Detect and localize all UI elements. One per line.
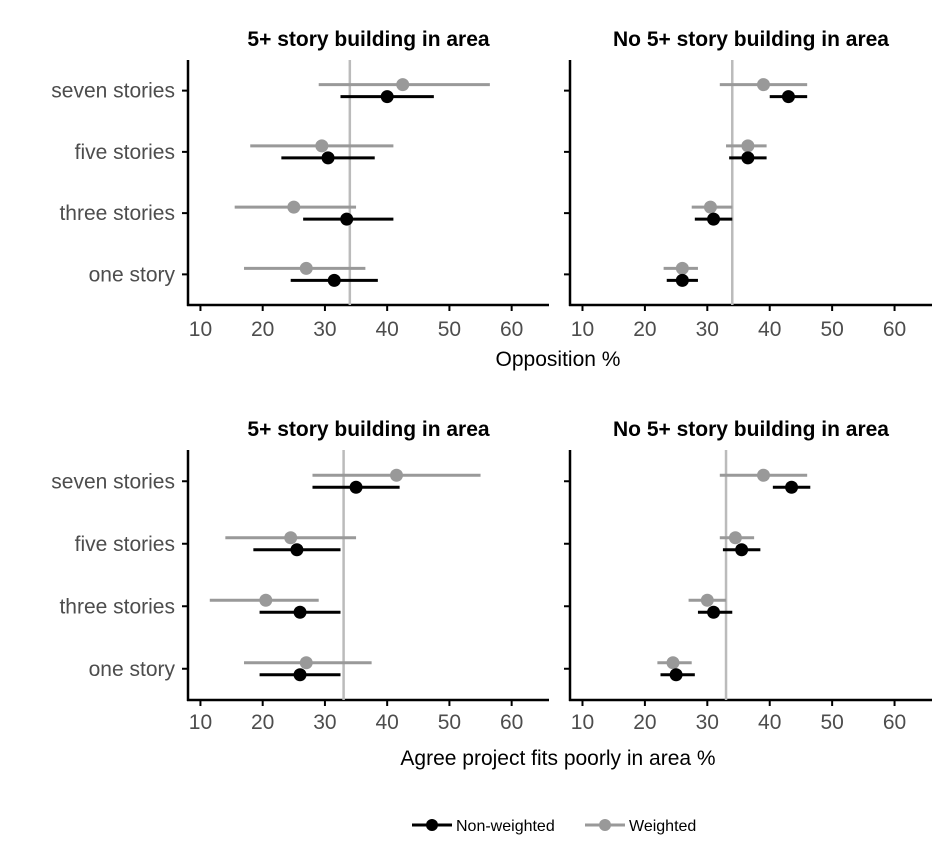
x-tick-label: 20 bbox=[251, 711, 274, 734]
x-tick-label: 20 bbox=[633, 318, 656, 341]
category-label: three stories bbox=[59, 595, 175, 618]
non-weighted-point bbox=[327, 273, 341, 287]
non-weighted-point bbox=[321, 151, 335, 165]
panel-2-1: 5+ story building in area 10 20 30 40 50 60 sev… bbox=[51, 418, 549, 734]
category-label: one story bbox=[89, 658, 176, 681]
weighted-point bbox=[675, 261, 689, 275]
weighted-point bbox=[703, 200, 717, 214]
non-weighted-point bbox=[340, 212, 354, 226]
panel-title: No 5+ story building in area bbox=[613, 28, 889, 51]
x-tick-label: 60 bbox=[883, 711, 906, 734]
x-tick-label: 30 bbox=[313, 711, 336, 734]
non-weighted-point bbox=[349, 480, 363, 494]
panel-title: 5+ story building in area bbox=[247, 28, 489, 51]
category-label: five stories bbox=[75, 141, 175, 164]
non-weighted-point bbox=[675, 273, 689, 287]
weighted-point bbox=[287, 200, 301, 214]
x-tick-label: 20 bbox=[251, 318, 274, 341]
legend-swatch-point bbox=[599, 819, 611, 831]
legend-label: Weighted bbox=[629, 818, 696, 835]
x-tick-label: 40 bbox=[375, 711, 398, 734]
category-label: seven stories bbox=[51, 470, 175, 493]
weighted-point bbox=[756, 78, 770, 92]
x-tick-label: 60 bbox=[500, 318, 523, 341]
category-label: three stories bbox=[59, 202, 175, 225]
legend-item-non-weighted: Non-weighted bbox=[412, 818, 555, 835]
non-weighted-point bbox=[735, 543, 749, 557]
weighted-point bbox=[728, 531, 742, 545]
panel-title: No 5+ story building in area bbox=[613, 418, 889, 441]
weighted-point bbox=[396, 78, 410, 92]
category-label: one story bbox=[89, 263, 176, 286]
x-tick-label: 40 bbox=[758, 318, 781, 341]
weighted-point bbox=[666, 656, 680, 670]
weighted-point bbox=[741, 139, 755, 153]
non-weighted-point bbox=[380, 90, 394, 104]
weighted-point bbox=[390, 468, 404, 482]
x-tick-label: 10 bbox=[571, 711, 594, 734]
x-tick-label: 50 bbox=[820, 318, 843, 341]
x-tick-label: 40 bbox=[375, 318, 398, 341]
x-tick-label: 10 bbox=[571, 318, 594, 341]
non-weighted-point bbox=[293, 605, 307, 619]
weighted-point bbox=[284, 531, 298, 545]
panel-2-2: No 5+ story building in area 10 20 30 40 50 60 bbox=[564, 418, 932, 734]
weighted-point bbox=[756, 468, 770, 482]
category-label: seven stories bbox=[51, 80, 175, 103]
non-weighted-point bbox=[290, 543, 304, 557]
non-weighted-point bbox=[781, 90, 795, 104]
weighted-point bbox=[299, 261, 313, 275]
weighted-point bbox=[315, 139, 329, 153]
x-axis-title: Opposition % bbox=[496, 348, 621, 371]
non-weighted-point bbox=[785, 480, 799, 494]
category-label: five stories bbox=[75, 533, 175, 556]
x-tick-label: 10 bbox=[189, 711, 212, 734]
panel-title: 5+ story building in area bbox=[247, 418, 489, 441]
weighted-point bbox=[259, 593, 273, 607]
chart-row-1: 5+ story building in area 10 20 30 40 50 60 sev… bbox=[51, 28, 932, 371]
legend-swatch-point bbox=[426, 819, 438, 831]
x-tick-label: 30 bbox=[696, 711, 719, 734]
x-tick-label: 50 bbox=[438, 318, 461, 341]
legend-item-weighted: Weighted bbox=[585, 818, 696, 835]
x-tick-label: 60 bbox=[883, 318, 906, 341]
x-tick-label: 50 bbox=[820, 711, 843, 734]
panels-layer: 5+ story building in area 10 20 30 40 50 60 sev… bbox=[51, 28, 932, 770]
x-tick-label: 20 bbox=[633, 711, 656, 734]
x-tick-label: 60 bbox=[500, 711, 523, 734]
x-tick-label: 30 bbox=[696, 318, 719, 341]
non-weighted-point bbox=[707, 605, 721, 619]
x-axis-title: Agree project fits poorly in area % bbox=[400, 747, 715, 770]
non-weighted-point bbox=[741, 151, 755, 165]
non-weighted-point bbox=[669, 668, 683, 682]
non-weighted-point bbox=[707, 212, 721, 226]
panel-1-1: 5+ story building in area 10 20 30 40 50 60 sev… bbox=[51, 28, 549, 341]
x-tick-label: 10 bbox=[189, 318, 212, 341]
panel-1-2: No 5+ story building in area 10 20 30 40 50 60 bbox=[564, 28, 932, 341]
x-tick-label: 30 bbox=[313, 318, 336, 341]
x-tick-label: 40 bbox=[758, 711, 781, 734]
weighted-point bbox=[299, 656, 313, 670]
legend: Non-weighted Weighted bbox=[412, 818, 696, 835]
x-tick-label: 50 bbox=[438, 711, 461, 734]
non-weighted-point bbox=[293, 668, 307, 682]
weighted-point bbox=[700, 593, 714, 607]
chart-row-2: 5+ story building in area 10 20 30 40 50 60 sev… bbox=[51, 418, 932, 770]
legend-label: Non-weighted bbox=[456, 818, 555, 835]
